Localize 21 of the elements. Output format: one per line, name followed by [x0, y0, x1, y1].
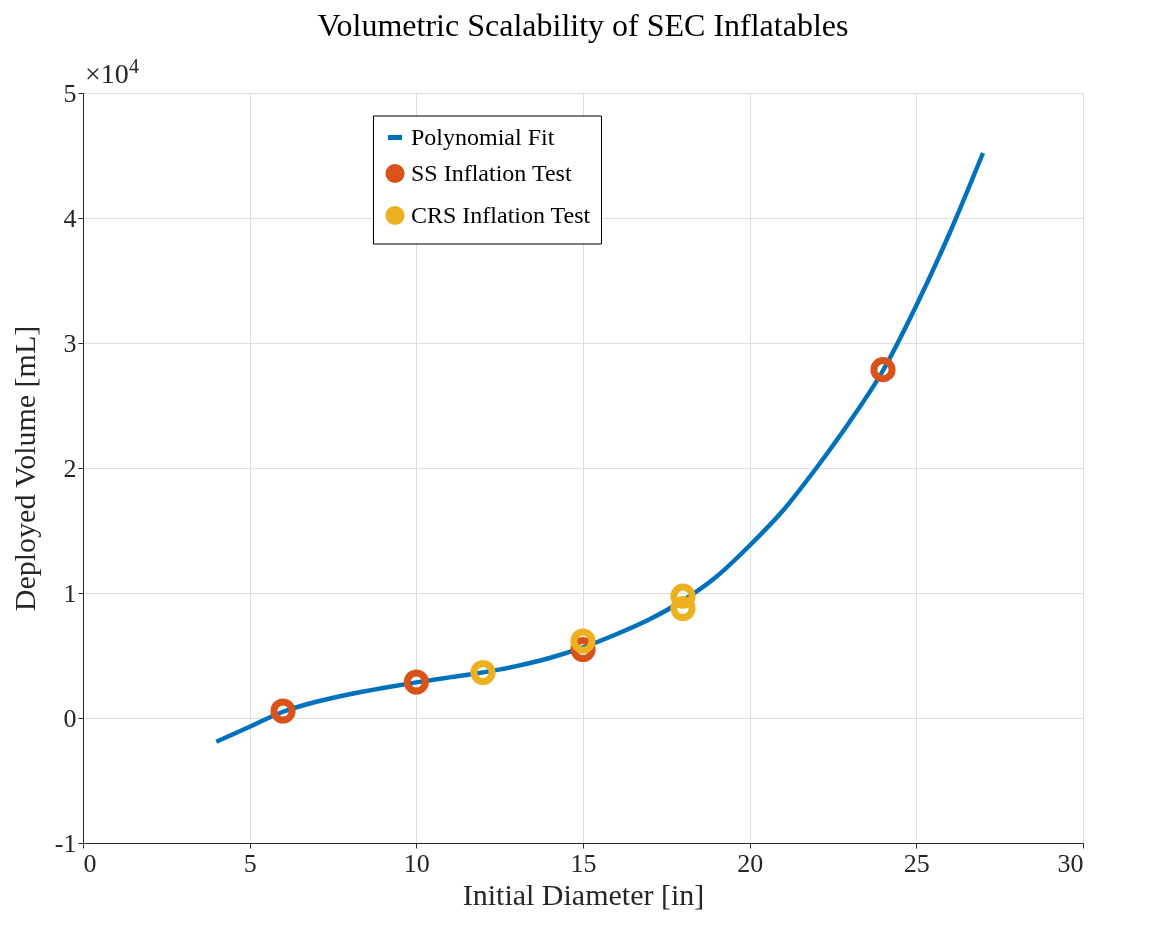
- y-tick-label: 1: [63, 578, 77, 608]
- legend-label: SS Inflation Test: [411, 159, 572, 186]
- line-series: [214, 150, 986, 744]
- y-tick-label: 0: [63, 703, 77, 733]
- y-tick-label: 4: [63, 203, 77, 233]
- y-tick-label: 5: [63, 78, 77, 108]
- legend-label: CRS Inflation Test: [411, 201, 591, 228]
- y-tick-label: 3: [63, 328, 77, 358]
- y-axis-title: Deployed Volume [mL]: [7, 325, 41, 612]
- x-tick-label: 20: [737, 848, 764, 878]
- y-tick-label: 2: [63, 453, 77, 483]
- y-tick-label: -1: [54, 828, 77, 858]
- x-axis-title: Initial Diameter [in]: [462, 877, 705, 911]
- x-tick-label: 15: [570, 848, 597, 878]
- legend-label: Polynomial Fit: [411, 123, 555, 150]
- x-tick-label: 5: [243, 848, 257, 878]
- x-tick-label: 30: [1057, 848, 1084, 878]
- chart-title: Volumetric Scalability of SEC Inflatables: [317, 7, 849, 43]
- x-tick-label: 0: [83, 848, 97, 878]
- x-tick-label: 10: [403, 848, 430, 878]
- x-tick-label: 25: [903, 848, 930, 878]
